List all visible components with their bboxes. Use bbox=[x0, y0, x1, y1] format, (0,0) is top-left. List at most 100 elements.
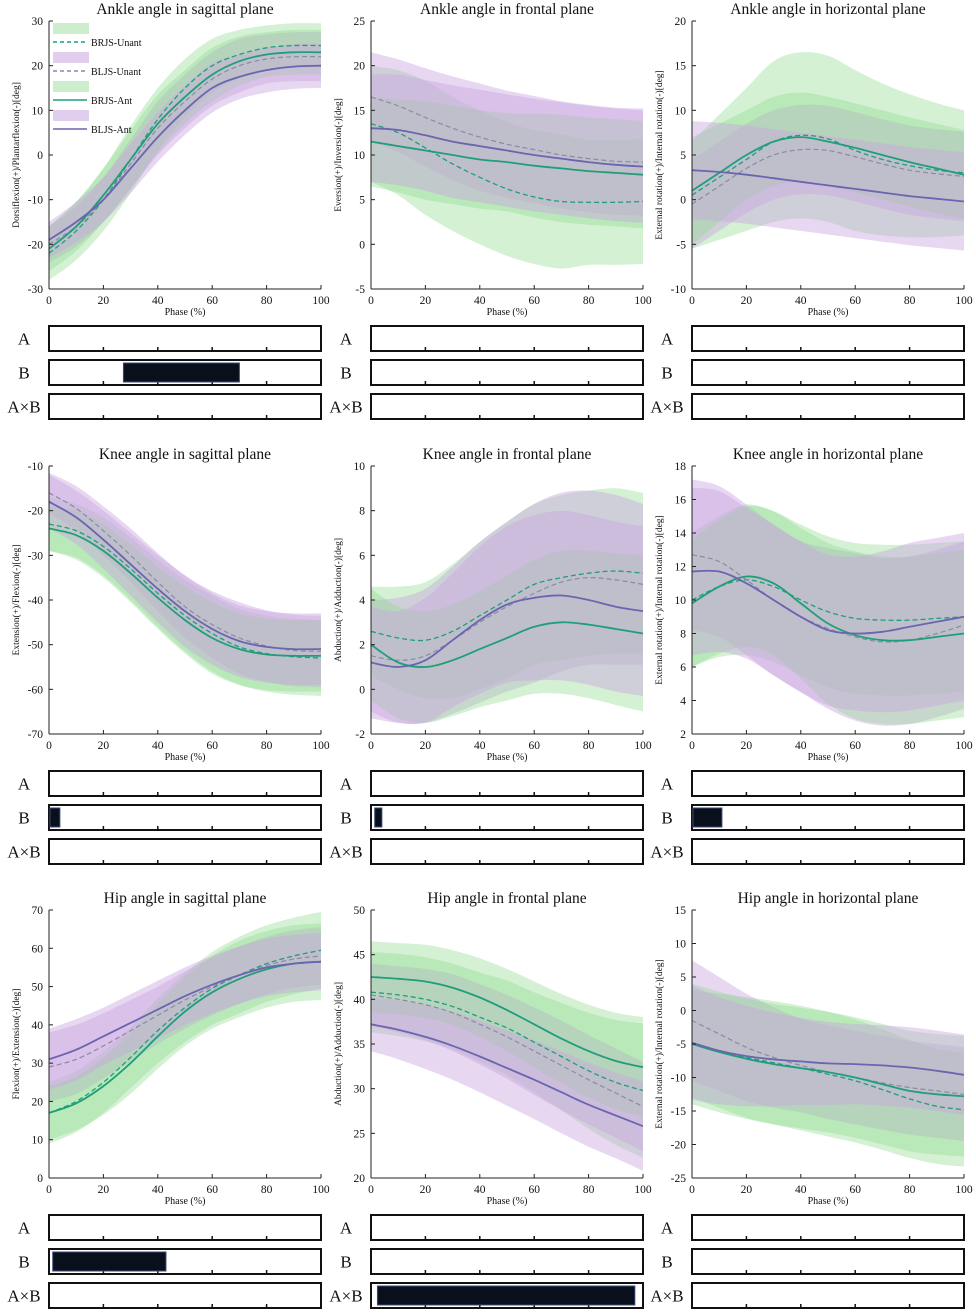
significance-bar bbox=[122, 362, 240, 383]
series-line-brjs-ant bbox=[49, 960, 321, 1114]
sd-band-brjs-unant bbox=[692, 990, 964, 1167]
x-tick-label: 20 bbox=[98, 740, 110, 752]
x-tick-label: 60 bbox=[206, 1184, 218, 1196]
y-tick-label: 4 bbox=[359, 595, 365, 607]
stat-box bbox=[370, 359, 644, 386]
x-axis-label: Phase (%) bbox=[487, 307, 528, 318]
stat-box bbox=[691, 359, 965, 386]
stat-row-a: A bbox=[340, 325, 644, 352]
stat-label: B bbox=[18, 1253, 29, 1272]
x-tick-label: 0 bbox=[689, 1184, 695, 1196]
sd-band-brjs-ant bbox=[692, 983, 964, 1157]
stat-row-b: B bbox=[661, 1248, 965, 1275]
stat-box bbox=[691, 804, 965, 831]
x-tick-label: 80 bbox=[583, 295, 595, 307]
x-tick-label: 100 bbox=[955, 1184, 973, 1196]
y-tick-label: 4 bbox=[680, 696, 686, 708]
y-axis-label: Abduction(+)/Adduction(-)[deg] bbox=[333, 982, 344, 1106]
x-tick-label: 100 bbox=[312, 295, 330, 307]
x-tick-label: 20 bbox=[98, 295, 110, 307]
stat-label: B bbox=[340, 1253, 351, 1272]
x-axis-label: Phase (%) bbox=[808, 752, 849, 763]
plot-area bbox=[49, 23, 321, 281]
series-line-brjs-ant bbox=[49, 51, 321, 250]
sd-band-brjs-unant bbox=[692, 504, 964, 696]
sd-band-bljs-ant bbox=[371, 510, 643, 725]
sd-band-bljs-unant bbox=[692, 960, 964, 1142]
series-line-brjs-unant bbox=[692, 579, 964, 621]
stat-row-b: B bbox=[661, 804, 965, 831]
y-tick-label: -70 bbox=[28, 729, 44, 741]
stat-label: A bbox=[340, 775, 353, 794]
x-axis-label: Phase (%) bbox=[165, 307, 206, 318]
legend-label: BRJS-Ant bbox=[91, 96, 132, 107]
series-line-bljs-ant bbox=[371, 1023, 643, 1128]
sd-band-bljs-ant bbox=[692, 985, 964, 1115]
series-line-brjs-ant bbox=[49, 527, 321, 657]
y-axis-label: Abduction(+)/Adduction(-)[deg] bbox=[333, 538, 344, 662]
y-tick-label: -5 bbox=[676, 1039, 686, 1051]
series-line-brjs-ant bbox=[371, 140, 643, 176]
stat-row-a: A bbox=[661, 770, 965, 797]
stat-label: A bbox=[18, 1219, 31, 1238]
stat-box bbox=[691, 1248, 965, 1275]
sd-band-brjs-ant bbox=[49, 29, 321, 272]
significance-bar bbox=[52, 1251, 167, 1272]
x-tick-label: 0 bbox=[689, 295, 695, 307]
stat-box bbox=[48, 804, 322, 831]
stat-row-axb: A×B bbox=[329, 1282, 644, 1309]
y-tick-label: 60 bbox=[32, 943, 44, 955]
series-line-brjs-unant bbox=[371, 123, 643, 204]
stat-box bbox=[370, 1248, 644, 1275]
y-tick-label: 18 bbox=[675, 461, 687, 473]
x-tick-label: 80 bbox=[261, 740, 273, 752]
chart-title: Knee angle in sagittal plane bbox=[99, 446, 271, 463]
y-tick-label: 35 bbox=[354, 1039, 366, 1051]
y-tick-label: -10 bbox=[671, 1073, 687, 1085]
series-line-brjs-unant bbox=[49, 949, 321, 1114]
x-tick-label: 60 bbox=[528, 295, 540, 307]
y-tick-label: 20 bbox=[675, 16, 687, 28]
stat-box bbox=[691, 838, 965, 865]
x-tick-label: 100 bbox=[634, 1184, 652, 1196]
y-tick-label: 8 bbox=[680, 629, 686, 641]
plot-area bbox=[371, 941, 643, 1171]
sd-band-bljs-unant bbox=[371, 963, 643, 1152]
stat-box bbox=[691, 1214, 965, 1241]
x-tick-label: 40 bbox=[795, 1184, 807, 1196]
stat-label: A bbox=[340, 330, 353, 349]
sd-band-brjs-unant bbox=[49, 23, 321, 281]
stat-label: B bbox=[18, 809, 29, 828]
x-tick-label: 60 bbox=[206, 740, 218, 752]
sd-band-bljs-unant bbox=[692, 104, 964, 249]
x-tick-label: 0 bbox=[368, 740, 374, 752]
y-tick-label: 6 bbox=[359, 550, 365, 562]
y-tick-label: -15 bbox=[671, 1106, 687, 1118]
legend: BRJS-Unant BLJS-Unant BRJS-Ant BLJS-Ant bbox=[53, 23, 142, 136]
x-tick-label: 80 bbox=[583, 740, 595, 752]
stat-box bbox=[691, 770, 965, 797]
chart-panel-6: Knee angle in horizontal plane 2 4 6 8 10 12 14… bbox=[650, 446, 973, 865]
legend-item: BLJS-Unant bbox=[53, 52, 141, 78]
y-tick-label: 16 bbox=[675, 495, 687, 507]
chart-title: Hip angle in horizontal plane bbox=[738, 890, 919, 907]
legend-item: BRJS-Ant bbox=[53, 81, 132, 107]
x-tick-label: 0 bbox=[46, 1184, 52, 1196]
y-tick-label: 20 bbox=[32, 1096, 44, 1108]
chart-title: Ankle angle in frontal plane bbox=[420, 1, 594, 18]
y-axis-label: External rotation(+)/Internal rotation(-… bbox=[654, 70, 665, 239]
stat-row-axb: A×B bbox=[329, 838, 644, 865]
series-line-bljs-unant bbox=[371, 96, 643, 163]
x-tick-label: 40 bbox=[474, 1184, 486, 1196]
chart-title: Ankle angle in horizontal plane bbox=[730, 1, 926, 18]
sd-band-bljs-ant bbox=[49, 43, 321, 258]
series-line-bljs-ant bbox=[49, 960, 321, 1061]
x-tick-label: 40 bbox=[795, 740, 807, 752]
series-line-bljs-unant bbox=[371, 994, 643, 1108]
stat-label: A×B bbox=[7, 1287, 40, 1306]
stat-box bbox=[370, 770, 644, 797]
y-tick-label: 10 bbox=[32, 1135, 44, 1147]
series-line-brjs-unant bbox=[49, 44, 321, 254]
y-tick-label: 0 bbox=[359, 684, 365, 696]
